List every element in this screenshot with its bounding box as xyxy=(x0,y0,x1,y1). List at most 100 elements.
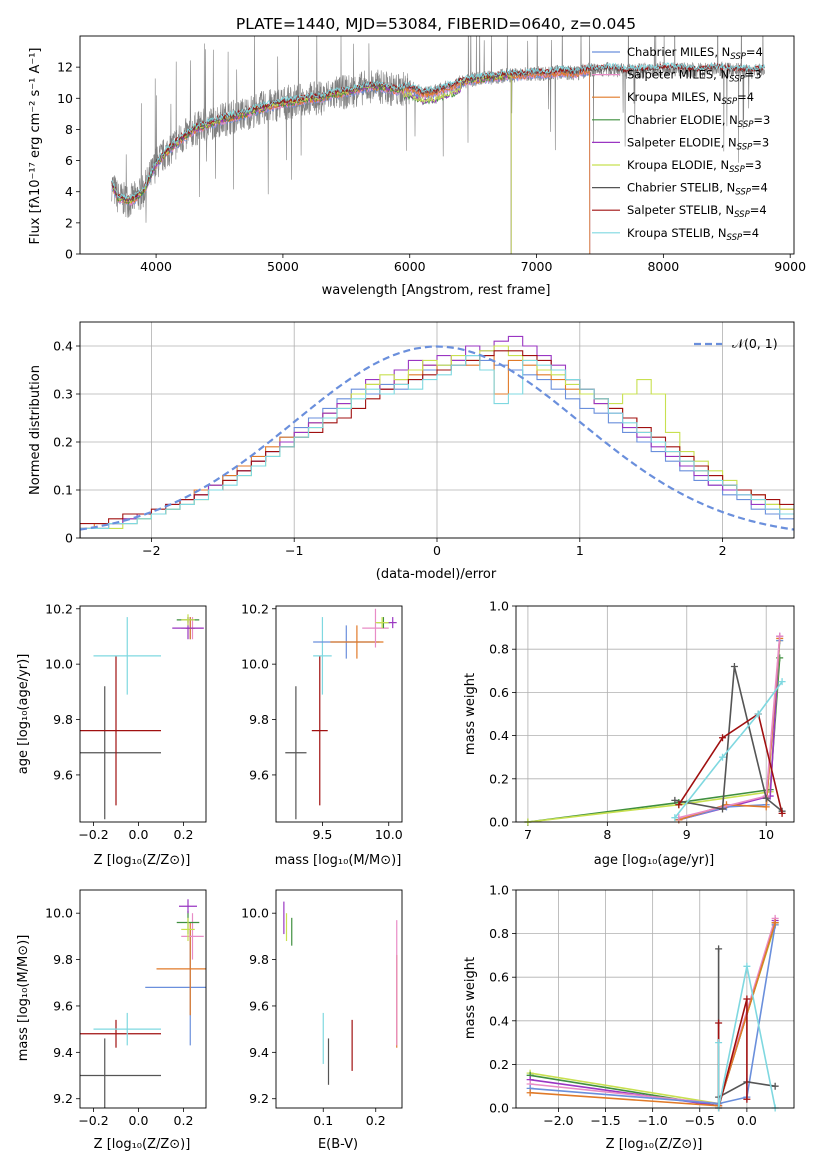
y-tick-label: 9.2 xyxy=(249,1091,269,1106)
legend-label: Kroupa ELODIE, NSSP=3 xyxy=(627,158,762,175)
x-tick-label: 8000 xyxy=(647,259,679,274)
spectrum-ylabel: Flux [fλ10⁻¹⁷ erg cm⁻² s⁻¹ A⁻¹] xyxy=(28,48,43,245)
weight-age-ylabel: mass weight xyxy=(463,673,478,755)
residual-panel: (data-model)/error Normed distribution xyxy=(28,365,497,582)
weight-marker-kroupa_stelib xyxy=(671,814,679,822)
weight-marker-kroupa_stelib xyxy=(719,753,727,761)
spectrum-ylabel-text: Flux [fλ10⁻¹⁷ erg cm⁻² s⁻¹ A⁻¹] xyxy=(28,48,43,245)
weight-marker-kroupa_stelib xyxy=(715,1039,723,1047)
legend-label-sub: SSP xyxy=(729,75,745,85)
x-tick-label: 0 xyxy=(433,543,441,558)
legend-label-suffix: =4 xyxy=(750,203,767,217)
y-tick-label: 8 xyxy=(65,122,73,137)
x-tick-label: −0.2 xyxy=(78,827,108,842)
legend-label-suffix: =4 xyxy=(737,90,754,104)
spectrum-axes: 4000 5000 6000 7000 8000 9000 0 2 4 6 8 10 12 Chabrie… xyxy=(57,35,806,274)
weight-marker-chabrier_stelib xyxy=(762,794,770,802)
x-tick-label: −0.2 xyxy=(78,1113,108,1128)
age-mass-axes: 9.5 10.0 9.6 9.8 10.0 10.2 xyxy=(241,601,403,842)
weight-line-chabrier_miles xyxy=(530,924,776,1105)
legend-label-main: Chabrier MILES, N xyxy=(627,45,730,59)
y-tick-label: 1.0 xyxy=(489,599,509,614)
weight-marker-kroupa_miles xyxy=(526,1089,534,1097)
legend-label: 𝒩(0, 1) xyxy=(732,336,778,351)
y-tick-label: 9.8 xyxy=(53,712,73,727)
spectrum-panel: PLATE=1440, MJD=53084, FIBERID=0640, z=0… xyxy=(28,15,636,298)
legend-label-main: Kroupa ELODIE, N xyxy=(627,158,729,172)
x-tick-label: 9 xyxy=(683,827,691,842)
y-tick-label: 10.0 xyxy=(45,906,73,921)
axes-frame xyxy=(79,35,795,255)
legend-label-sub: SSP xyxy=(737,142,753,152)
plot-area: 4000 5000 6000 7000 8000 9000024681012Chabrie… xyxy=(45,35,806,1128)
axes-frame xyxy=(275,889,403,1109)
weight-line-salpeter_stelib xyxy=(678,712,783,814)
legend-label-suffix: =3 xyxy=(745,68,762,82)
legend-label-main: Chabrier STELIB, N xyxy=(627,181,735,195)
legend-label-sub: SSP xyxy=(738,120,754,130)
y-tick-label: 9.8 xyxy=(53,952,73,967)
y-tick-label: 9.4 xyxy=(249,1045,269,1060)
x-tick-label: 0.2 xyxy=(366,1113,386,1128)
y-tick-label: 2 xyxy=(65,215,73,230)
y-tick-label: 0.4 xyxy=(489,728,509,743)
y-tick-label: 9.6 xyxy=(53,767,73,782)
y-tick-label: 10.0 xyxy=(241,657,269,672)
legend-label-suffix: =3 xyxy=(752,135,769,149)
legend-label: Chabrier STELIB, NSSP=4 xyxy=(627,181,768,198)
x-tick-label: 8 xyxy=(603,827,611,842)
y-tick-label: 0.8 xyxy=(489,642,509,657)
legend-label-sub: SSP xyxy=(734,210,750,220)
legend-label-sub: SSP xyxy=(735,188,751,198)
legend-label-main: Chabrier ELODIE, N xyxy=(627,113,738,127)
y-tick-label: 0.3 xyxy=(53,387,73,402)
age-mass-xlabel: mass [log₁₀(M/M⊙)] xyxy=(275,853,402,868)
mass-ebv-xlabel: E(B-V) xyxy=(318,1137,358,1152)
y-tick-label: 9.8 xyxy=(249,712,269,727)
x-tick-label: −1.0 xyxy=(637,1113,667,1128)
mass-z-ylabel: mass [log₁₀(M/M⊙)] xyxy=(16,935,31,1062)
y-tick-label: 1.0 xyxy=(489,883,509,898)
mass-z-axes: −0.2 0.0 0.2 9.2 9.4 9.6 9.8 10.0 xyxy=(45,889,207,1128)
weight-age-xlabel: age [log₁₀(age/yr)] xyxy=(594,853,715,868)
weight-marker-kroupa_stelib xyxy=(778,678,786,686)
x-tick-label: 0.1 xyxy=(313,1113,333,1128)
x-tick-label: −1 xyxy=(285,543,303,558)
residual-axes: −2 −1 0 1 2 0 0.1 0.2 0.3 0.4 𝒩(0, 1) xyxy=(53,321,795,558)
y-tick-label: 0.4 xyxy=(53,339,73,354)
y-tick-label: 0.6 xyxy=(489,685,509,700)
y-tick-label: 10.2 xyxy=(241,601,269,616)
y-tick-label: 0.2 xyxy=(53,435,73,450)
x-tick-label: −0.5 xyxy=(685,1113,715,1128)
weight-marker-chabrier_stelib xyxy=(671,796,679,804)
legend-label: Kroupa MILES, NSSP=4 xyxy=(627,90,754,107)
y-tick-label: 0.6 xyxy=(489,970,509,985)
axes-frame xyxy=(275,605,403,823)
x-tick-label: 7000 xyxy=(521,259,553,274)
mass-ebv-axes: 0.1 0.2 9.2 9.4 9.6 9.8 10.0 xyxy=(241,889,403,1128)
legend-label-main: Salpeter ELODIE, N xyxy=(627,135,737,149)
x-tick-label: 0.0 xyxy=(737,1113,757,1128)
x-tick-label: 0.2 xyxy=(174,1113,194,1128)
residual-legend: 𝒩(0, 1) xyxy=(694,336,778,351)
y-tick-label: 0 xyxy=(65,531,73,546)
y-tick-label: 0.2 xyxy=(489,771,509,786)
legend-label: Kroupa STELIB, NSSP=4 xyxy=(627,226,759,243)
spectrum-xlabel: wavelength [Angstrom, rest frame] xyxy=(322,283,551,298)
weight-marker-kroupa_stelib xyxy=(743,962,751,970)
residual-xlabel: (data-model)/error xyxy=(376,567,497,582)
y-tick-label: 0.0 xyxy=(489,1101,509,1116)
y-tick-label: 0.0 xyxy=(489,815,509,830)
legend-label-suffix: =4 xyxy=(746,45,763,59)
weight-marker-chabrier_stelib xyxy=(719,805,727,813)
age-z-ylabel: age [log₁₀(age/yr)] xyxy=(16,654,31,775)
mass-z-xlabel: Z [log₁₀(Z/Z⊙)] xyxy=(94,1137,191,1152)
axes-frame xyxy=(515,605,795,823)
x-tick-label: 6000 xyxy=(394,259,426,274)
axes-frame xyxy=(79,605,207,823)
weight-marker-salpeter_stelib xyxy=(675,801,683,809)
y-tick-label: 6 xyxy=(65,153,73,168)
y-tick-label: 10.2 xyxy=(45,601,73,616)
weight-marker-salpeter_miles xyxy=(776,632,784,640)
